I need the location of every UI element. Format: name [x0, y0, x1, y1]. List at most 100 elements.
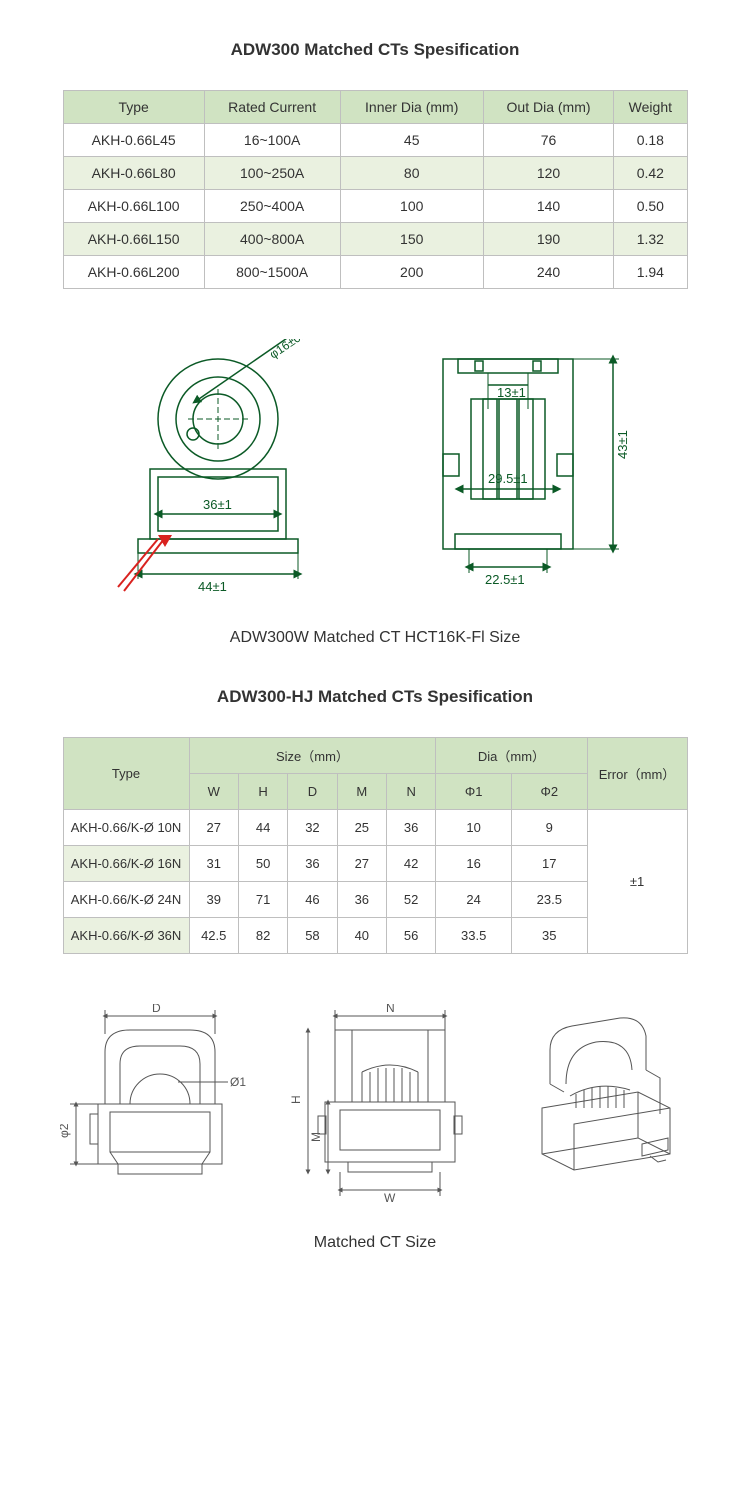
- ct-front-diagram: φ16±0.5 36±1 44±1: [98, 339, 343, 599]
- table1-row: AKH-0.66L200 800~1500A 200 240 1.94: [63, 256, 687, 289]
- cell: 36: [337, 882, 386, 918]
- cell: 250~400A: [204, 190, 340, 223]
- th-dia: Dia（mm）: [436, 738, 587, 774]
- ct-iso-view: [510, 1004, 690, 1184]
- cell: AKH-0.66L150: [63, 223, 204, 256]
- cell: AKH-0.66/K-Ø 24N: [63, 882, 189, 918]
- cell: AKH-0.66L80: [63, 157, 204, 190]
- dim-label: 22.5±1: [485, 572, 525, 587]
- cell: 24: [436, 882, 512, 918]
- th-inner-dia: Inner Dia (mm): [340, 91, 483, 124]
- cell: 31: [189, 846, 238, 882]
- cell: AKH-0.66L200: [63, 256, 204, 289]
- cell: 56: [386, 918, 435, 954]
- cell: 36: [386, 810, 435, 846]
- th-type: Type: [63, 91, 204, 124]
- cell: 1.32: [614, 223, 687, 256]
- cell: 45: [340, 124, 483, 157]
- th-n: N: [386, 774, 435, 810]
- cell: 46: [288, 882, 337, 918]
- cell: AKH-0.66/K-Ø 36N: [63, 918, 189, 954]
- cell: AKH-0.66/K-Ø 10N: [63, 810, 189, 846]
- cell: 27: [337, 846, 386, 882]
- cell: 52: [386, 882, 435, 918]
- cell: 35: [511, 918, 587, 954]
- cell: 0.50: [614, 190, 687, 223]
- cell: 800~1500A: [204, 256, 340, 289]
- diagram-row-matched-ct: D Ø1 φ2: [0, 1004, 750, 1204]
- th-rated-current: Rated Current: [204, 91, 340, 124]
- cell: 42.5: [189, 918, 238, 954]
- subtitle-matched-ct-size: Matched CT Size: [0, 1234, 750, 1252]
- cell: 82: [238, 918, 287, 954]
- cell: 0.18: [614, 124, 687, 157]
- th-w: W: [189, 774, 238, 810]
- cell: 40: [337, 918, 386, 954]
- th-phi1: Φ1: [436, 774, 512, 810]
- ct-side-view: N H M W: [280, 1004, 480, 1204]
- cell: 23.5: [511, 882, 587, 918]
- cell: 190: [483, 223, 613, 256]
- cell: 150: [340, 223, 483, 256]
- cell: AKH-0.66L45: [63, 124, 204, 157]
- cell-error: ±1: [587, 810, 687, 954]
- subtitle-hct16k: ADW300W Matched CT HCT16K-Fl Size: [0, 629, 750, 647]
- title-adw300-cts: ADW300 Matched CTs Spesification: [0, 40, 750, 60]
- ct-front-view: D Ø1 φ2: [60, 1004, 250, 1204]
- table-adw300hj-cts: Type Size（mm） Dia（mm） Error（mm） W H D M …: [63, 737, 688, 954]
- cell: 80: [340, 157, 483, 190]
- table-adw300-cts: Type Rated Current Inner Dia (mm) Out Di…: [63, 90, 688, 289]
- dim-label: 36±1: [203, 497, 232, 512]
- cell: 400~800A: [204, 223, 340, 256]
- cell: 140: [483, 190, 613, 223]
- dim-label: W: [384, 1191, 396, 1204]
- cell: 36: [288, 846, 337, 882]
- dim-label: Ø1: [230, 1075, 246, 1089]
- cell: 25: [337, 810, 386, 846]
- cell: 42: [386, 846, 435, 882]
- table2-row: AKH-0.66/K-Ø 10N 27 44 32 25 36 10 9 ±1: [63, 810, 687, 846]
- cell: 240: [483, 256, 613, 289]
- cell: AKH-0.66L100: [63, 190, 204, 223]
- cell: 39: [189, 882, 238, 918]
- cell: 50: [238, 846, 287, 882]
- table1-row: AKH-0.66L45 16~100A 45 76 0.18: [63, 124, 687, 157]
- cell: 0.42: [614, 157, 687, 190]
- cell: 16~100A: [204, 124, 340, 157]
- cell: 100~250A: [204, 157, 340, 190]
- dim-label: 13±1: [497, 385, 526, 400]
- cell: 76: [483, 124, 613, 157]
- dim-label: φ2: [60, 1123, 71, 1138]
- th-phi2: Φ2: [511, 774, 587, 810]
- dim-label: N: [386, 1004, 395, 1015]
- th-error: Error（mm）: [587, 738, 687, 810]
- cell: 32: [288, 810, 337, 846]
- title-adw300hj-cts: ADW300-HJ Matched CTs Spesification: [0, 687, 750, 707]
- cell: 44: [238, 810, 287, 846]
- dim-label: 44±1: [198, 579, 227, 594]
- th-size: Size（mm）: [189, 738, 436, 774]
- table1-header-row: Type Rated Current Inner Dia (mm) Out Di…: [63, 91, 687, 124]
- table1-row: AKH-0.66L150 400~800A 150 190 1.32: [63, 223, 687, 256]
- cell: 10: [436, 810, 512, 846]
- ct-side-diagram: 13±1 29.5±1 22.5±1 43±1: [403, 339, 653, 599]
- dim-label: M: [309, 1132, 323, 1142]
- dim-label: 43±1: [615, 430, 630, 459]
- cell: AKH-0.66/K-Ø 16N: [63, 846, 189, 882]
- cell: 200: [340, 256, 483, 289]
- cell: 33.5: [436, 918, 512, 954]
- th-out-dia: Out Dia (mm): [483, 91, 613, 124]
- th-weight: Weight: [614, 91, 687, 124]
- cell: 9: [511, 810, 587, 846]
- cell: 71: [238, 882, 287, 918]
- table2-header-row1: Type Size（mm） Dia（mm） Error（mm）: [63, 738, 687, 774]
- cell: 100: [340, 190, 483, 223]
- dim-label: H: [289, 1095, 303, 1104]
- cell: 17: [511, 846, 587, 882]
- cell: 27: [189, 810, 238, 846]
- table1-row: AKH-0.66L100 250~400A 100 140 0.50: [63, 190, 687, 223]
- dim-label: φ16±0.5: [266, 339, 311, 361]
- dim-label: D: [152, 1004, 161, 1015]
- th-d: D: [288, 774, 337, 810]
- cell: 120: [483, 157, 613, 190]
